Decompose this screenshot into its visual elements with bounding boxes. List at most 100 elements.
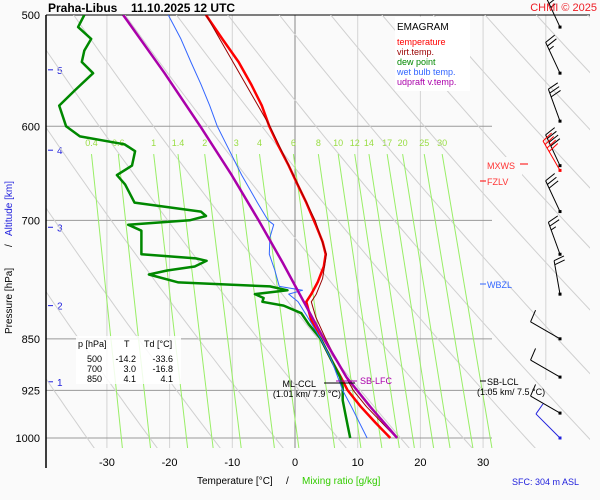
mxws-label: MXWS <box>487 161 515 171</box>
wind-barb-flag <box>549 86 560 94</box>
x-tick-label: -20 <box>162 457 178 469</box>
series-dew-point-line <box>57 15 352 439</box>
sb-lcl-detail: (1.05 km/ 7.5 °C) <box>477 387 545 397</box>
legend-virt-temp: virt.temp. <box>397 47 434 57</box>
wind-barb-flag <box>546 139 557 149</box>
wind-barb-station <box>558 168 562 172</box>
legend-dew-point: dew point <box>397 57 436 67</box>
wind-barb-flag <box>548 143 559 152</box>
wind-barb-station <box>558 164 562 168</box>
x-tick-label: 0 <box>292 457 298 469</box>
wind-barb-flag <box>544 136 555 145</box>
wind-barb-flag <box>545 127 556 136</box>
table-header-t: T <box>124 339 130 349</box>
wind-barb-station <box>558 436 562 440</box>
dry-adiabat <box>227 15 590 441</box>
wind-barb-staff <box>530 395 561 414</box>
mixing-ratio-label: 6 <box>291 138 296 148</box>
legend-box <box>395 17 470 91</box>
dry-adiabat <box>484 15 590 131</box>
mixing-ratio-label: 10 <box>333 138 343 148</box>
dry-adiabat <box>46 377 95 448</box>
wind-barb-flag <box>547 176 557 185</box>
y-axis-label: Pressure [hPa] <box>4 268 15 334</box>
dry-adiabat <box>73 15 410 448</box>
station-title: Praha-Libus <box>48 1 118 15</box>
wind-barb-flag <box>548 82 559 90</box>
dry-adiabat <box>381 15 590 249</box>
ml-ccl-detail: (1.01 km/ 7.9 °C) <box>273 389 341 399</box>
y-axis-label-group: Pressure [hPa] / Altitude [km] <box>4 181 15 334</box>
mixing-ratio-line <box>117 154 151 448</box>
datetime-title: 11.10.2025 12 UTC <box>131 1 235 15</box>
wind-barb-half-flag <box>550 3 556 8</box>
table-cell: -16.8 <box>152 364 173 374</box>
fzlv-label: FZLV <box>487 177 508 187</box>
wind-barb <box>542 132 562 172</box>
mixing-ratio-line <box>258 154 300 448</box>
y-axis-separator: / <box>4 244 15 247</box>
y-tick-label: 1000 <box>16 433 40 445</box>
mixing-ratio-label: 8 <box>316 138 321 148</box>
mixing-ratio-line <box>402 154 451 448</box>
table-row: 700 3.0 -16.8 <box>87 364 173 374</box>
wind-barb <box>545 127 562 168</box>
legend-updraft: udpraft v.temp. <box>397 77 456 87</box>
ml-ccl-label: ML-CCL <box>282 379 316 389</box>
mixing-ratio-line <box>153 154 189 448</box>
wind-barb-staff <box>545 42 561 74</box>
mixing-ratio-line <box>235 154 275 448</box>
dry-adiabat <box>535 15 590 74</box>
altitude-tick-label: 2 <box>57 302 63 313</box>
series-udpraft-v-temp-line <box>122 15 399 439</box>
dry-adiabat <box>46 49 347 448</box>
mixing-ratio-label: 4 <box>257 138 262 148</box>
series-virt-temp-line <box>205 15 397 439</box>
mixing-ratio-label: 25 <box>419 138 429 148</box>
wind-barb-station <box>558 375 562 379</box>
wind-barb-flag <box>550 90 561 98</box>
wind-barb <box>530 348 562 379</box>
dry-adiabat <box>46 207 221 448</box>
y-tick-label: 925 <box>22 385 40 397</box>
wind-barb-staff <box>545 134 561 166</box>
wind-barb <box>553 255 565 296</box>
table-cell: 3.0 <box>123 364 136 374</box>
wind-barb-flag <box>547 38 557 47</box>
mixing-ratio-line <box>177 154 214 448</box>
y-tick-label: 700 <box>22 215 40 227</box>
wind-barb-station <box>558 210 562 214</box>
y-tick-label: 500 <box>22 10 40 22</box>
mixing-ratio-line <box>90 154 123 448</box>
mixing-ratio-line <box>368 154 415 448</box>
wind-barb-staff <box>547 89 561 122</box>
wind-barb-flag <box>535 403 544 415</box>
mixing-ratio-line <box>386 154 435 448</box>
wind-barb-flag <box>553 255 565 262</box>
wind-barb-staff <box>553 260 561 295</box>
wind-barb <box>547 215 562 256</box>
dry-adiabat <box>124 15 473 448</box>
y-tick-label: 850 <box>22 334 40 346</box>
wind-barb-staff <box>546 0 561 28</box>
dry-adiabat <box>432 15 590 189</box>
wind-barb <box>546 0 562 29</box>
wind-barb-staff <box>545 180 561 212</box>
mixing-ratio-line <box>337 154 383 448</box>
mixing-ratio-line <box>441 154 493 448</box>
legend-temperature: temperature <box>397 37 446 47</box>
mixing-ratio-line <box>204 154 242 448</box>
x-tick-label: 30 <box>477 457 489 469</box>
mixing-ratio-line <box>317 154 362 448</box>
wind-barb <box>530 384 562 415</box>
wind-barb <box>547 82 562 123</box>
wind-barb <box>535 403 562 440</box>
mixing-ratio-line <box>423 154 474 448</box>
wind-barb-flag <box>530 384 537 397</box>
wind-barb-station <box>558 119 562 123</box>
wind-barb-flag <box>545 34 556 43</box>
x-tick-label: 10 <box>352 457 364 469</box>
wind-barb-staff <box>530 359 561 378</box>
